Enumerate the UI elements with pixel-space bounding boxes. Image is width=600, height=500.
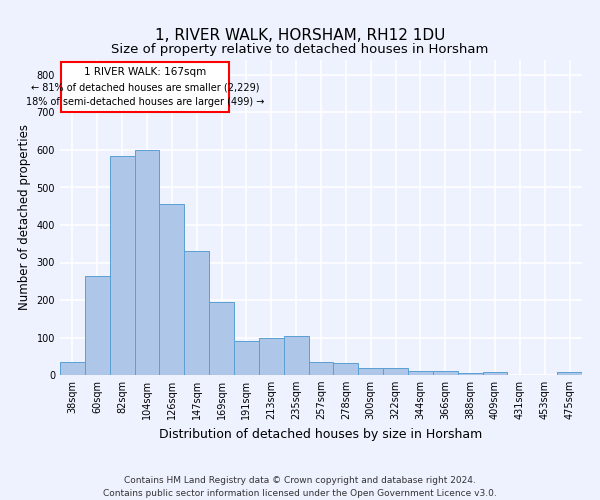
FancyBboxPatch shape xyxy=(61,62,229,112)
Text: ← 81% of detached houses are smaller (2,229): ← 81% of detached houses are smaller (2,… xyxy=(31,82,259,92)
Bar xyxy=(134,150,160,375)
Bar xyxy=(308,362,334,375)
Text: Size of property relative to detached houses in Horsham: Size of property relative to detached ho… xyxy=(112,42,488,56)
Bar xyxy=(209,302,234,375)
Bar xyxy=(259,338,284,375)
Bar xyxy=(184,251,209,375)
Bar xyxy=(383,368,408,375)
Text: 18% of semi-detached houses are larger (499) →: 18% of semi-detached houses are larger (… xyxy=(26,97,265,107)
Y-axis label: Number of detached properties: Number of detached properties xyxy=(18,124,31,310)
Bar xyxy=(110,156,134,375)
X-axis label: Distribution of detached houses by size in Horsham: Distribution of detached houses by size … xyxy=(160,428,482,440)
Bar xyxy=(160,204,184,375)
Text: Contains HM Land Registry data © Crown copyright and database right 2024.
Contai: Contains HM Land Registry data © Crown c… xyxy=(103,476,497,498)
Text: 1 RIVER WALK: 167sqm: 1 RIVER WALK: 167sqm xyxy=(84,67,206,77)
Text: 1, RIVER WALK, HORSHAM, RH12 1DU: 1, RIVER WALK, HORSHAM, RH12 1DU xyxy=(155,28,445,42)
Bar xyxy=(358,368,383,375)
Bar xyxy=(60,362,85,375)
Bar xyxy=(557,372,582,375)
Bar xyxy=(284,336,308,375)
Bar xyxy=(334,363,358,375)
Bar xyxy=(234,341,259,375)
Bar xyxy=(408,370,433,375)
Bar xyxy=(433,371,458,375)
Bar xyxy=(482,372,508,375)
Bar xyxy=(458,373,482,375)
Bar xyxy=(85,276,110,375)
